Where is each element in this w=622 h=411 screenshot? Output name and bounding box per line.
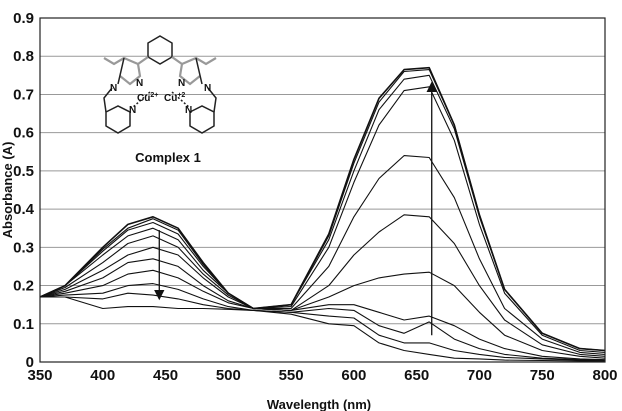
x-tick-label: 650 [404, 367, 429, 384]
x-tick-label: 350 [27, 367, 52, 384]
x-tick-labels: 350 400 450 500 550 600 650 700 750 800 [27, 367, 617, 384]
cu-label-left: Cu2+ [137, 92, 158, 104]
x-tick-label: 400 [90, 367, 115, 384]
plot-frame [39, 17, 606, 363]
series-line-4 [39, 258, 606, 359]
x-axis-label: Wavelength (nm) [267, 397, 371, 411]
series-line-1 [40, 292, 606, 362]
series-line-10 [39, 66, 606, 352]
y-tick-label: 0.9 [13, 10, 34, 27]
series-line-7 [39, 86, 606, 353]
y-tick-label: 0.8 [13, 48, 34, 65]
y-axis-label: Absorbance (A) [0, 142, 15, 239]
series-line-5 [39, 214, 606, 357]
x-tick-label: 800 [592, 367, 617, 384]
series-group [39, 66, 606, 362]
y-tick-label: 0.3 [13, 239, 34, 256]
n-label-left: N [110, 83, 117, 94]
y-tick-label: 0.2 [13, 278, 34, 295]
molecule-inset [103, 35, 217, 134]
x-tick-label: 500 [216, 367, 241, 384]
x-tick-label: 700 [467, 367, 492, 384]
benzene-ring [147, 35, 173, 65]
annotation-arrows [154, 81, 437, 336]
y-tick-labels: 0 0.1 0.2 0.3 0.4 0.5 0.6 0.7 0.8 0.9 [13, 10, 35, 371]
plot-border [39, 17, 606, 363]
n-label-left-inner: N [136, 78, 143, 89]
x-tick-label: 550 [279, 367, 304, 384]
n-label-right: N [204, 83, 211, 94]
pyridine-right [189, 105, 215, 134]
cu-label-right: Cu+2 [164, 92, 185, 104]
n-label-pyr-left: N [129, 105, 136, 116]
inset-caption: Complex 1 [135, 150, 201, 165]
x-tick-label: 600 [341, 367, 366, 384]
y-tick-label: 0 [26, 354, 34, 371]
y-tick-label: 0.1 [13, 316, 34, 333]
y-tick-label: 0.4 [13, 201, 35, 218]
n-label-pyr-right: N [185, 105, 192, 116]
pyridine-left [105, 105, 131, 134]
x-tick-label: 750 [530, 367, 555, 384]
y-tick-label: 0.5 [13, 163, 34, 180]
n-label-right-inner: N [178, 78, 185, 89]
series-line-0 [40, 296, 606, 362]
y-tick-label: 0.6 [13, 125, 34, 142]
series-line-3 [39, 269, 606, 361]
series-line-6 [39, 155, 606, 355]
y-tick-label: 0.7 [13, 86, 34, 103]
series-line-2 [39, 283, 606, 361]
x-tick-label: 450 [153, 367, 178, 384]
